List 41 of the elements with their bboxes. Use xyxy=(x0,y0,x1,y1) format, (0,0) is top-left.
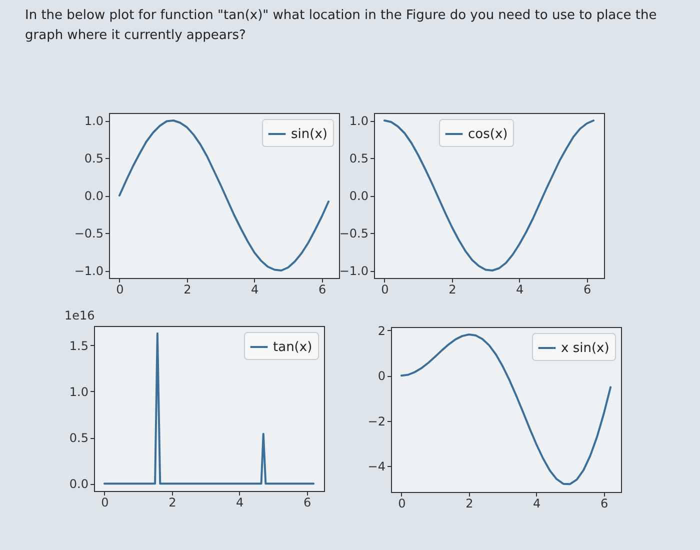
x-tick-label: 4 xyxy=(516,282,524,296)
line-series xyxy=(383,120,595,272)
line-series xyxy=(118,120,330,272)
y-tick-label: −1.0 xyxy=(74,264,104,278)
x-tick-label: 6 xyxy=(318,282,326,296)
x-tick-label: 0 xyxy=(398,496,406,510)
x-tick-label: 4 xyxy=(533,496,541,510)
y-tick-label: 0.5 xyxy=(349,152,368,166)
x-tick-label: 4 xyxy=(236,496,244,510)
y-tick-label: 0.0 xyxy=(84,189,104,203)
y-tick-label: −4 xyxy=(368,460,386,474)
y-tick-label: 0 xyxy=(378,369,386,384)
y-tick-label: 2 xyxy=(378,324,386,338)
y-tick-label: −2 xyxy=(368,414,386,428)
x-tick-label: 2 xyxy=(184,282,192,296)
y-tick-label: 0.0 xyxy=(69,477,88,492)
x-tick-label: 0 xyxy=(116,282,124,296)
y-tick-label: −0.5 xyxy=(339,226,368,240)
y-tick-label: −1.0 xyxy=(339,264,368,278)
chart-title: In the below plot for function "tan(x)" what location in the Figure do you need to use to place the graph where it currently appears? xyxy=(25,7,658,45)
legend-label: cos(x) xyxy=(468,127,508,142)
legend-label: sin(x) xyxy=(291,127,328,142)
y-tick-label: 0.5 xyxy=(84,152,104,166)
legend-label: x sin(x) xyxy=(561,341,610,356)
x-tick-label: 6 xyxy=(583,282,592,296)
x-tick-label: 2 xyxy=(466,496,474,510)
x-tick-label: 2 xyxy=(448,282,456,296)
x-tick-label: 6 xyxy=(600,496,608,510)
y-tick-label: −0.5 xyxy=(74,226,104,240)
x-tick-label: 2 xyxy=(168,496,176,510)
y-tick-label: 1.0 xyxy=(84,114,104,128)
y-tick-label: 1.5 xyxy=(69,338,88,353)
y-tick-label: 1.0 xyxy=(349,114,368,128)
y-tick-label: 0.5 xyxy=(69,431,88,446)
x-tick-label: 4 xyxy=(251,282,259,296)
y-axis-title: 1e16 xyxy=(64,308,95,322)
x-tick-label: 6 xyxy=(303,496,312,510)
y-tick-label: 1.0 xyxy=(69,384,88,399)
line-series xyxy=(400,333,612,486)
y-tick-label: 0.0 xyxy=(349,189,368,203)
legend-label: tan(x) xyxy=(273,340,312,355)
